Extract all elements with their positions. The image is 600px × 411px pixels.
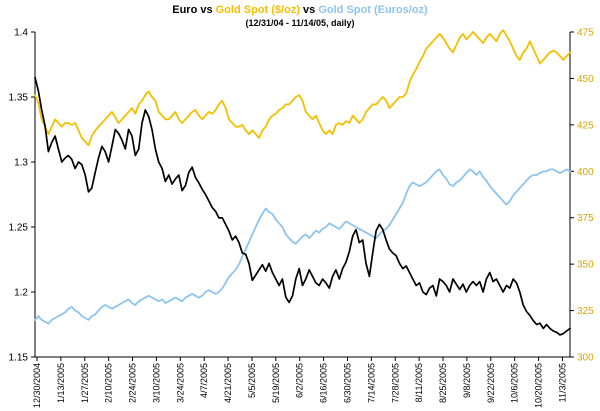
- title-euro: Euro vs: [172, 4, 215, 16]
- left-tick-label: 1.3: [14, 158, 28, 169]
- x-tick-label: 10/6/2005: [510, 363, 520, 403]
- x-tick-label: 5/5/2005: [247, 363, 257, 398]
- title-vs: vs: [300, 4, 318, 16]
- x-axis-ticks: 12/30/2004 1/13/2005 1/27/2005 2/10/2005 2/2…: [32, 357, 567, 408]
- x-tick-label: 4/7/2005: [199, 363, 209, 398]
- series-layer: [34, 29, 571, 336]
- x-tick-label: 7/28/2005: [390, 363, 400, 403]
- right-tick-label: 350: [577, 260, 594, 271]
- title-gold-usd: Gold Spot ($/oz): [216, 4, 301, 16]
- chart-title: Euro vs Gold Spot ($/oz) vs Gold Spot (E…: [172, 4, 428, 16]
- x-tick-label: 10/20/2005: [534, 363, 544, 408]
- x-tick-label: 5/19/2005: [271, 363, 281, 403]
- title-gold-eur: Gold Spot (Euros/oz): [318, 4, 428, 16]
- x-tick-label: 6/30/2005: [342, 363, 352, 403]
- x-tick-label: 6/2/2005: [295, 363, 305, 398]
- right-tick-label: 375: [577, 213, 594, 224]
- x-tick-label: 1/27/2005: [80, 363, 90, 403]
- x-tick-label: 11/3/2005: [557, 363, 567, 402]
- x-tick-label: 2/10/2005: [104, 363, 114, 403]
- x-tick-label: 9/8/2005: [462, 363, 472, 398]
- right-tick-label: 425: [577, 120, 594, 131]
- x-tick-label: 8/11/2005: [414, 363, 424, 402]
- x-tick-label: 3/24/2005: [175, 363, 185, 403]
- x-tick-label: 8/25/2005: [438, 363, 448, 403]
- left-tick-label: 1.4: [14, 28, 28, 39]
- series-line-euro: [34, 76, 571, 336]
- chart-subtitle: (12/31/04 - 11/14/05, daily): [245, 18, 354, 28]
- x-tick-label: 1/13/2005: [56, 363, 66, 403]
- x-tick-label: 7/14/2005: [366, 363, 376, 403]
- left-axis-ticks: 1.4 1.35 1.3 1.25 1.2 1.15: [9, 28, 35, 364]
- right-axis-ticks: 475 450 425 400 375 350 325 300: [570, 28, 594, 364]
- right-tick-label: 400: [577, 167, 594, 178]
- x-tick-label: 6/16/2005: [319, 363, 329, 403]
- x-tick-label: 12/30/2004: [32, 363, 42, 408]
- right-tick-label: 450: [577, 74, 594, 85]
- left-tick-label: 1.2: [14, 288, 28, 299]
- x-tick-label: 3/10/2005: [151, 363, 161, 403]
- left-tick-label: 1.15: [9, 353, 29, 364]
- left-tick-label: 1.25: [9, 223, 29, 234]
- x-tick-label: 2/24/2005: [128, 363, 138, 403]
- left-tick-label: 1.35: [9, 93, 29, 104]
- series-line-gold-spot-euros-oz: [34, 168, 571, 325]
- right-tick-label: 325: [577, 306, 594, 317]
- x-tick-label: 9/22/2005: [486, 363, 496, 403]
- right-tick-label: 475: [577, 28, 594, 39]
- series-line-gold-spot-oz: [34, 29, 571, 147]
- right-tick-label: 300: [577, 353, 594, 364]
- x-tick-label: 4/21/2005: [223, 363, 233, 403]
